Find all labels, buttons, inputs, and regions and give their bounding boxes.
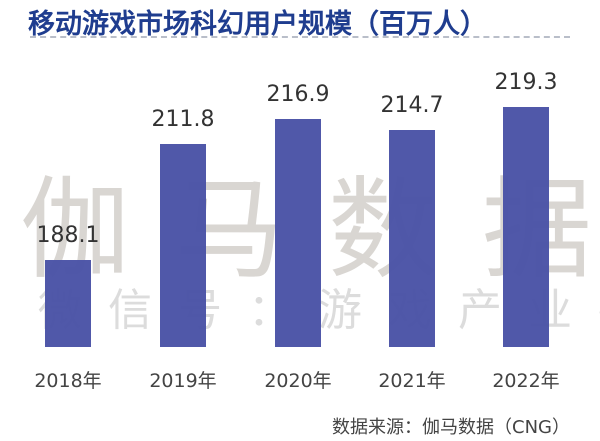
value-label-2020: 216.9 [266,82,330,107]
chart-title: 移动游戏市场科幻用户规模（百万人） [28,9,487,40]
value-label-2022: 219.3 [494,70,558,95]
data-source: 数据来源：伽马数据（CNG） [332,417,570,438]
x-label-2022: 2022年 [492,370,560,392]
x-label-2019: 2019年 [149,370,217,392]
bar-2022 [503,107,549,347]
bar-2019 [160,144,206,347]
x-label-2018: 2018年 [34,370,102,392]
x-label-2020: 2020年 [264,370,332,392]
value-label-2019: 211.8 [151,107,215,132]
bar-2018 [45,260,91,347]
value-label-2018: 188.1 [36,223,100,248]
x-label-2021: 2021年 [378,370,446,392]
bar-2021 [389,130,435,347]
title-divider [30,36,570,38]
bar-2020 [275,119,321,347]
value-label-2021: 214.7 [380,93,444,118]
